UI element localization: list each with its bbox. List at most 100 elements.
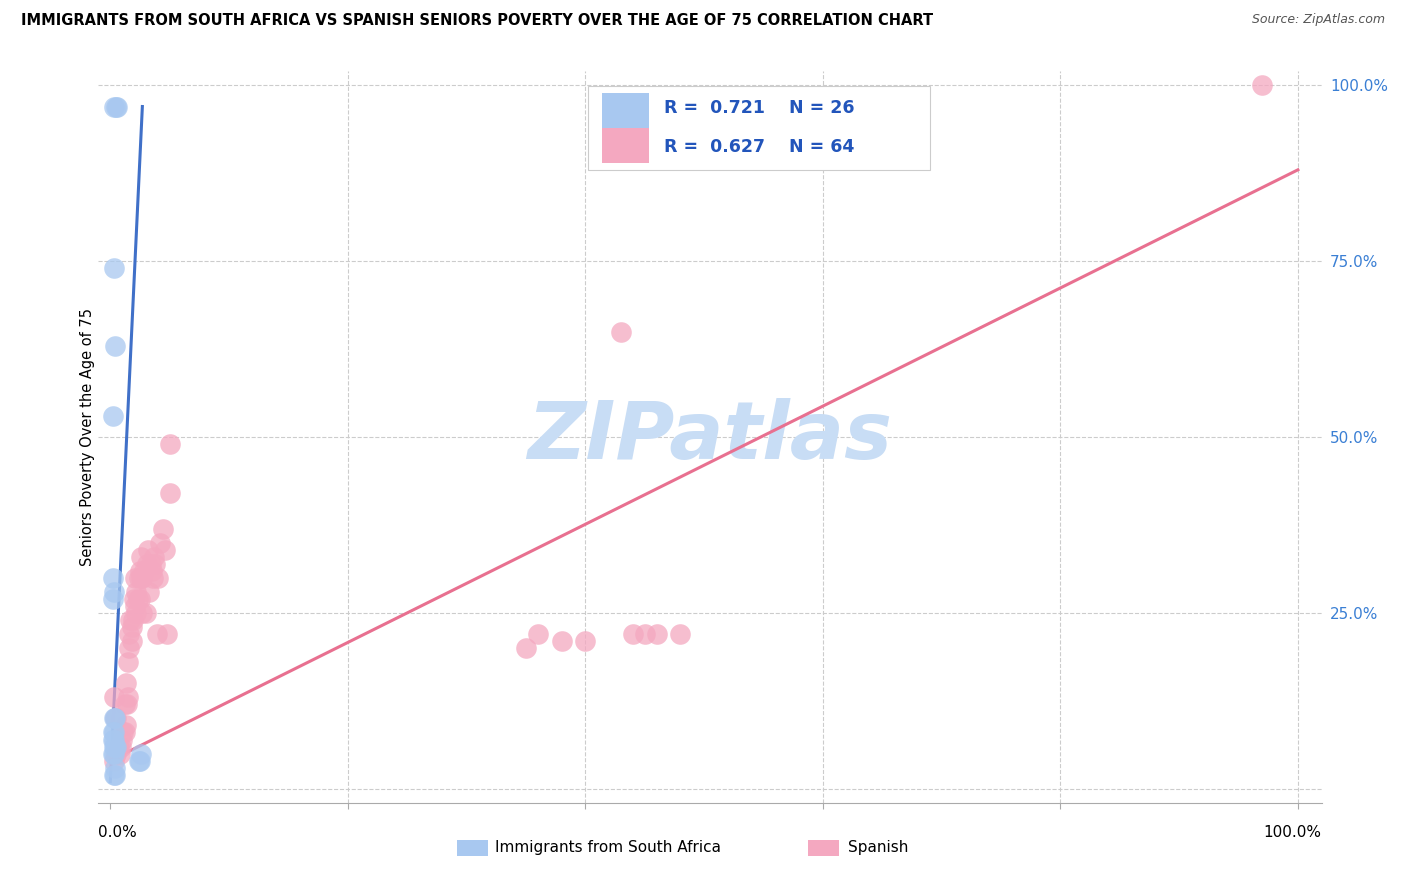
Point bbox=[146, 571, 169, 585]
Point bbox=[621, 627, 644, 641]
Text: Immigrants from South Africa: Immigrants from South Africa bbox=[495, 840, 721, 855]
Point bbox=[117, 655, 139, 669]
Point bbox=[142, 571, 165, 585]
Text: 100.0%: 100.0% bbox=[1264, 825, 1322, 840]
Point bbox=[104, 339, 127, 353]
Point bbox=[114, 676, 136, 690]
Point bbox=[104, 767, 127, 781]
Point bbox=[103, 711, 125, 725]
Bar bbox=[602, 128, 650, 162]
Point bbox=[120, 613, 142, 627]
Point bbox=[103, 99, 125, 113]
Point bbox=[114, 718, 136, 732]
Point bbox=[515, 641, 537, 656]
Point bbox=[115, 698, 138, 712]
Bar bbox=[602, 93, 650, 128]
Point bbox=[125, 606, 148, 620]
Point bbox=[108, 747, 131, 761]
Point bbox=[149, 535, 172, 549]
Point bbox=[159, 437, 181, 451]
Text: R =  0.627    N = 64: R = 0.627 N = 64 bbox=[664, 137, 853, 156]
Point bbox=[104, 739, 127, 754]
Point bbox=[103, 261, 125, 276]
Point bbox=[104, 711, 127, 725]
Text: Source: ZipAtlas.com: Source: ZipAtlas.com bbox=[1251, 13, 1385, 27]
Point bbox=[124, 571, 146, 585]
Point bbox=[131, 606, 153, 620]
Point bbox=[129, 549, 152, 564]
Point bbox=[103, 732, 125, 747]
Point bbox=[101, 591, 124, 606]
Point bbox=[129, 747, 152, 761]
Point bbox=[101, 732, 124, 747]
Point bbox=[105, 747, 128, 761]
Point bbox=[122, 591, 145, 606]
Point bbox=[101, 747, 124, 761]
Point bbox=[105, 739, 128, 754]
Text: 0.0%: 0.0% bbox=[98, 825, 138, 840]
Point bbox=[107, 99, 129, 113]
Point bbox=[104, 711, 127, 725]
Point bbox=[141, 564, 163, 578]
Point bbox=[105, 99, 128, 113]
Point bbox=[124, 599, 146, 613]
Point bbox=[104, 761, 127, 775]
Point bbox=[132, 564, 155, 578]
Point bbox=[103, 739, 125, 754]
Point bbox=[125, 584, 148, 599]
Text: R =  0.721    N = 26: R = 0.721 N = 26 bbox=[664, 99, 853, 117]
Point bbox=[114, 725, 136, 739]
Point bbox=[139, 557, 162, 571]
Point bbox=[129, 754, 152, 768]
Point bbox=[143, 549, 166, 564]
Point bbox=[152, 522, 174, 536]
Point bbox=[103, 754, 125, 768]
FancyBboxPatch shape bbox=[588, 86, 931, 170]
Point bbox=[669, 627, 692, 641]
Text: ZIPatlas: ZIPatlas bbox=[527, 398, 893, 476]
Point bbox=[127, 591, 149, 606]
Point bbox=[610, 325, 633, 339]
Point bbox=[121, 634, 143, 648]
Point bbox=[129, 591, 152, 606]
Point bbox=[138, 584, 160, 599]
Point bbox=[136, 557, 159, 571]
Point bbox=[550, 634, 572, 648]
Text: IMMIGRANTS FROM SOUTH AFRICA VS SPANISH SENIORS POVERTY OVER THE AGE OF 75 CORRE: IMMIGRANTS FROM SOUTH AFRICA VS SPANISH … bbox=[21, 13, 934, 29]
Point bbox=[645, 627, 668, 641]
Text: Spanish: Spanish bbox=[848, 840, 908, 855]
Point bbox=[156, 627, 179, 641]
Point bbox=[103, 725, 125, 739]
Point bbox=[1251, 78, 1274, 93]
Point bbox=[103, 767, 125, 781]
Point bbox=[101, 409, 124, 423]
Point bbox=[114, 698, 136, 712]
Point bbox=[574, 634, 596, 648]
Point bbox=[107, 739, 129, 754]
Point bbox=[128, 571, 150, 585]
Point bbox=[105, 711, 128, 725]
Point bbox=[634, 627, 657, 641]
Point bbox=[118, 627, 141, 641]
Point bbox=[101, 725, 124, 739]
Point bbox=[131, 571, 153, 585]
Point bbox=[128, 754, 150, 768]
Point bbox=[121, 620, 143, 634]
Point bbox=[121, 613, 143, 627]
Point bbox=[153, 542, 176, 557]
Point bbox=[129, 571, 152, 585]
Point bbox=[111, 732, 134, 747]
Point bbox=[112, 725, 135, 739]
Y-axis label: Seniors Poverty Over the Age of 75: Seniors Poverty Over the Age of 75 bbox=[80, 308, 94, 566]
Point bbox=[135, 606, 157, 620]
Point bbox=[103, 747, 125, 761]
Point bbox=[136, 542, 159, 557]
Point bbox=[159, 486, 181, 500]
Point bbox=[129, 564, 152, 578]
Point bbox=[117, 690, 139, 705]
Point bbox=[145, 627, 167, 641]
Point bbox=[101, 571, 124, 585]
Point bbox=[118, 641, 141, 656]
Point bbox=[103, 584, 125, 599]
Point bbox=[527, 627, 550, 641]
